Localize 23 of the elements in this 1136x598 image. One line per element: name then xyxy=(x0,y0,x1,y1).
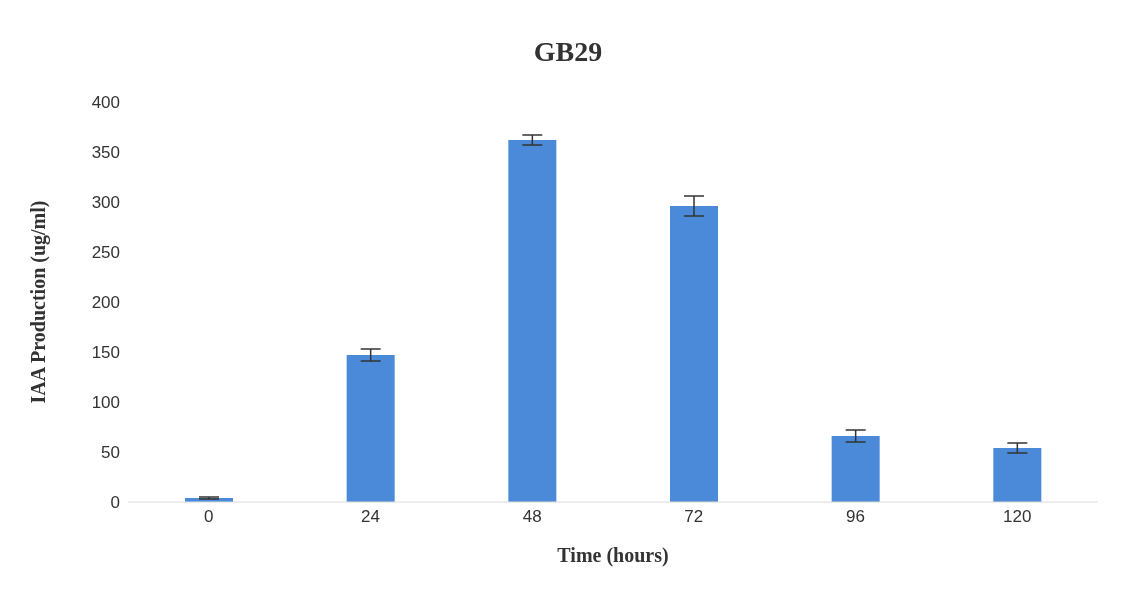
y-tick-label: 100 xyxy=(91,393,120,413)
x-tick-label: 24 xyxy=(361,507,380,527)
bar xyxy=(993,448,1042,502)
y-tick-label: 150 xyxy=(91,343,120,363)
x-axis-title: Time (hours) xyxy=(557,544,669,567)
y-tick-label: 50 xyxy=(101,443,120,463)
bar xyxy=(831,436,880,502)
y-tick-label: 200 xyxy=(91,293,120,313)
y-tick-label: 350 xyxy=(91,143,120,163)
x-tick-label: 0 xyxy=(204,507,214,527)
y-tick-label: 0 xyxy=(110,493,120,513)
x-tick-label: 72 xyxy=(684,507,704,527)
bar xyxy=(508,140,557,502)
bar xyxy=(346,355,395,502)
y-tick-label: 250 xyxy=(91,243,120,263)
chart-title: GB29 xyxy=(532,35,604,69)
y-axis-title: IAA Production (ug/ml) xyxy=(27,200,51,404)
x-tick-label: 48 xyxy=(522,507,542,527)
bar xyxy=(670,206,718,502)
x-tick-label: 120 xyxy=(1002,507,1032,527)
y-tick-label: 400 xyxy=(91,93,120,113)
x-tick-label: 96 xyxy=(846,507,865,527)
y-tick-label: 300 xyxy=(91,193,120,213)
